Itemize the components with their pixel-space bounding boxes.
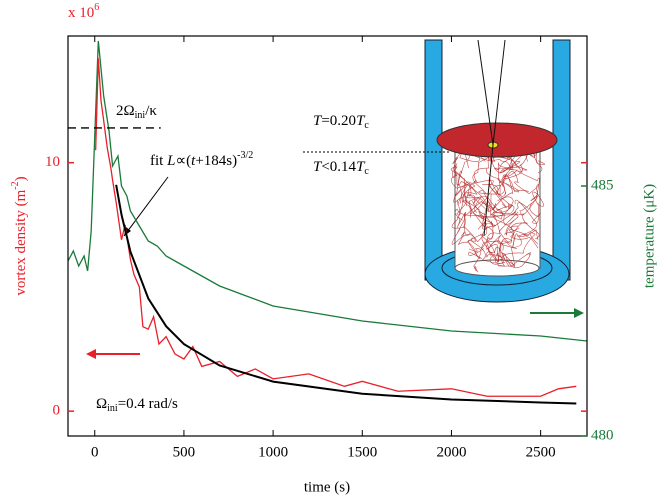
plot-frame (67, 35, 588, 437)
annotation-part: ini (107, 403, 118, 414)
probe-wire (492, 39, 506, 146)
annotation-part: Ω (96, 396, 107, 412)
annotation-part: =0.4 rad/s (118, 396, 178, 412)
cryostat-inset (303, 39, 571, 303)
cryostat-wall (424, 39, 443, 281)
annotation-part: +184s) (195, 153, 237, 169)
annotation: T=0.20Tc (313, 113, 369, 131)
vortex-line (485, 243, 499, 263)
y2-tick-label: 485 (591, 177, 614, 193)
vortex-line (497, 245, 531, 268)
annotation-part: fit (150, 153, 167, 169)
vortex-line (489, 232, 539, 267)
x-tick-label: 1500 (347, 444, 377, 460)
y-axis-label-part: vortex density (m (13, 189, 29, 295)
probe-wire (477, 39, 494, 146)
vortex-line (495, 149, 530, 196)
annotation: fit L∝(t+184s)-3/2 (150, 150, 253, 169)
y-tick-label: 0 (53, 403, 61, 419)
vortex-line (464, 194, 489, 213)
plot-area (68, 40, 587, 405)
y-axis-label: vortex density (m-2) (10, 176, 29, 295)
vortex-line (472, 201, 517, 228)
annotation-part: ∝( (175, 153, 191, 169)
annotation-part: <0.14 (321, 159, 356, 175)
y2-axis-label: temperature (μK) (641, 184, 657, 288)
vortex-line (457, 231, 484, 259)
x-tick-label: 0 (91, 444, 99, 460)
annotation: T<0.14Tc (313, 159, 369, 177)
free-surface (436, 122, 558, 158)
vortex-line (451, 170, 466, 229)
annotation: Ωini=0.4 rad/s (96, 396, 178, 414)
y2-tick-label: 480 (591, 427, 614, 443)
vortex-line (457, 161, 478, 202)
vortex-line (468, 239, 504, 264)
series-line (68, 40, 587, 342)
annotation-part: =0.20 (321, 113, 356, 129)
annotation-part: T (356, 159, 366, 175)
y-tick-label: 10 (45, 154, 60, 170)
vortex-line (501, 177, 529, 193)
multiplier-part: 6 (94, 2, 99, 13)
y-axis-label-part: -2 (10, 181, 21, 189)
x-tick-label: 1000 (258, 444, 288, 460)
sample-cylinder (454, 259, 540, 277)
vortex-line (454, 170, 490, 211)
annotation-part: -3/2 (237, 150, 253, 161)
vortex-line (498, 211, 528, 244)
multiplier: x 106 (68, 2, 99, 21)
annotation-arrow (123, 176, 169, 237)
annotation-part: ini (135, 110, 146, 121)
annotation-part: c (364, 120, 369, 131)
annotation-part: T (356, 113, 366, 129)
vortex-line (468, 248, 482, 273)
vortex-line (486, 234, 513, 258)
vortex-line (492, 204, 529, 240)
annotation: 2Ωini/κ (116, 103, 157, 121)
annotation-part: /κ (145, 103, 157, 119)
x-tick-label: 2500 (526, 444, 556, 460)
x-tick-label: 2000 (436, 444, 466, 460)
vortex-line (504, 229, 539, 248)
vortex-line (514, 202, 540, 240)
vortex-line (501, 199, 537, 249)
x-tick-label: 500 (173, 444, 196, 460)
vortex-line (506, 171, 539, 196)
annotation-part: c (364, 166, 369, 177)
vortex-line (519, 199, 541, 224)
vortex-line (454, 208, 488, 236)
vortex-line (451, 218, 477, 245)
cryostat-wall (552, 39, 571, 281)
axis-arrow (86, 349, 96, 359)
axis-arrow (574, 308, 584, 318)
vortex-line (450, 163, 465, 186)
vortex-line (483, 174, 513, 210)
x-axis-label: time (s) (304, 479, 350, 495)
vortex-line (462, 213, 484, 243)
series-line (94, 58, 577, 397)
vortex-line (472, 162, 499, 195)
annotation-part: t (191, 153, 196, 169)
vortex-line (454, 186, 468, 216)
y-axis-label-part: ) (13, 176, 29, 181)
series-line (115, 184, 577, 405)
annotation-part: T (313, 113, 323, 129)
annotation-part: T (313, 159, 323, 175)
multiplier-part: x 10 (68, 5, 94, 21)
probe-wire (483, 144, 494, 237)
vortex-line (450, 156, 468, 189)
annotation-part: 2Ω (116, 103, 135, 119)
annotation-part: L (166, 153, 175, 169)
